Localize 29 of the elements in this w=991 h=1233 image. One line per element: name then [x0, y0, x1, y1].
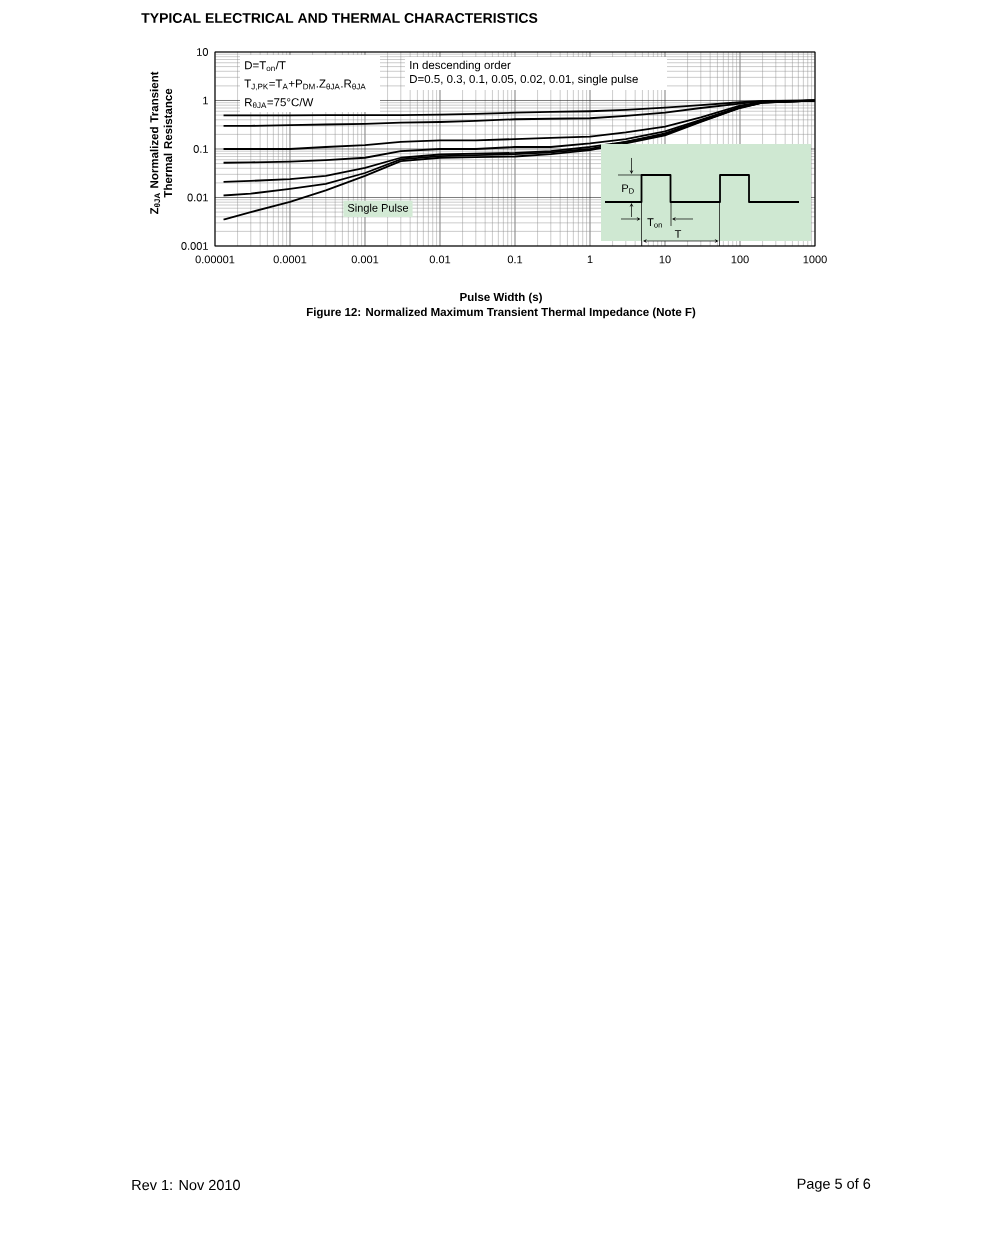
x-tick-label: 0.001 [351, 255, 379, 264]
text: T$_{J,PK}$=T$_{A}$+P$_{DM}$.Z$_{θJA}$.R$_{θJA}$ [244, 79, 366, 91]
annotation: P$_{D}$ [622, 184, 634, 194]
chart-title: TYPICAL ELECTRICAL AND THERMAL CHARACTERISTICS [141, 13, 538, 23]
text: Page 5 of 6 [797, 1178, 871, 1192]
y-tick-label: 10 [197, 48, 209, 56]
x-tick-label: 10 [659, 255, 671, 264]
annotation: In descending order [410, 60, 511, 72]
x-tick-label: 1000 [803, 255, 827, 264]
annotation: T$_{on}$ [647, 218, 662, 228]
x-tick-label: 1 [587, 255, 593, 264]
y-tick-label: 0.01 [187, 193, 208, 202]
annotation: T [674, 230, 682, 238]
x-tick-label: 0.0001 [273, 255, 307, 264]
y-tick-label: 1 [203, 96, 208, 105]
x-tick-label: 100 [731, 255, 749, 264]
annotation: D=0.5, 0.3, 0.1, 0.05, 0.02, 0.01, single pulse [410, 74, 638, 86]
text: Rev 1: Nov 2010 [132, 1179, 240, 1191]
annotation: D=T$_{on}$/T [245, 60, 286, 72]
annotation: R$_{θJA}$=75°C/W [245, 97, 314, 109]
x-tick-label: 0.01 [429, 255, 451, 264]
x-tick-label: 0.00001 [195, 255, 235, 264]
x-tick-label: 0.1 [507, 255, 523, 264]
text: Figure 12: Normalized Maximum Transient Thermal Impedance (Note F) [306, 307, 696, 319]
x-axis-title: Pulse Width (s) [460, 292, 542, 304]
y-tick-label: 0.001 [181, 242, 208, 250]
y-tick-label: 0.1 [193, 145, 208, 153]
series-label: Single Pulse [347, 203, 409, 214]
y-axis-title: Z$_{θJA}$ Normalized Transient Thermal Resistance [149, 71, 173, 215]
